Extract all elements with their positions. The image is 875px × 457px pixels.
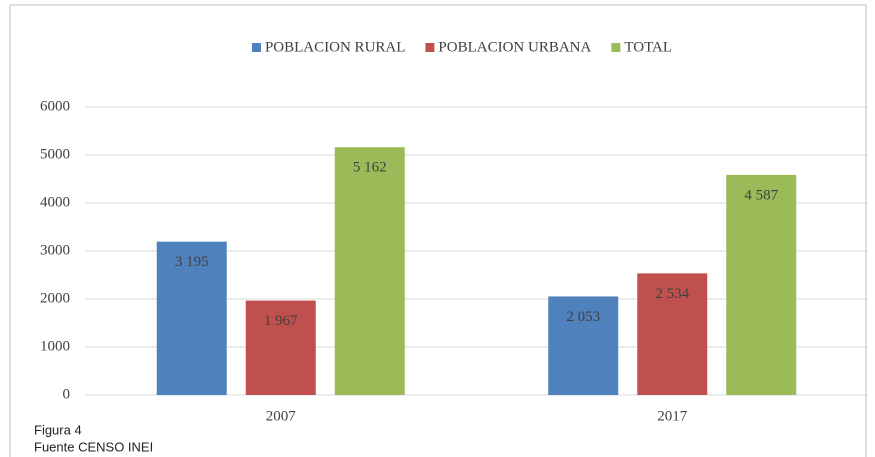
y-tick-label: 0 (63, 386, 71, 402)
bar (637, 273, 708, 395)
data-label: 5 162 (353, 160, 387, 176)
data-label: 2 534 (655, 286, 689, 302)
bar (334, 147, 405, 395)
x-tick-label: 2017 (657, 408, 688, 424)
y-tick-label: 3000 (40, 242, 70, 258)
bar (548, 296, 619, 395)
data-label: 3 195 (175, 254, 209, 270)
legend-swatch (425, 43, 435, 52)
legend-label: POBLACION RURAL (265, 39, 405, 55)
y-tick-label: 6000 (40, 98, 70, 114)
y-tick-label: 2000 (40, 290, 70, 306)
y-tick-label: 5000 (40, 146, 70, 162)
data-label: 1 967 (264, 313, 298, 329)
legend-swatch (611, 43, 621, 52)
frame (9, 4, 867, 457)
y-tick-label: 4000 (40, 194, 70, 210)
source-label: Fuente CENSO INEI (34, 439, 153, 454)
y-tick-label: 1000 (40, 338, 70, 354)
bar (156, 241, 227, 395)
legend-swatch (251, 43, 261, 52)
data-label: 4 587 (744, 187, 778, 203)
figure-label: Figura 4 (34, 422, 82, 437)
legend-label: TOTAL (624, 39, 672, 55)
data-label: 2 053 (566, 309, 600, 325)
legend-label: POBLACION URBANA (438, 39, 591, 55)
bar (726, 174, 797, 395)
x-tick-label: 2007 (266, 408, 297, 424)
bar (245, 300, 316, 395)
